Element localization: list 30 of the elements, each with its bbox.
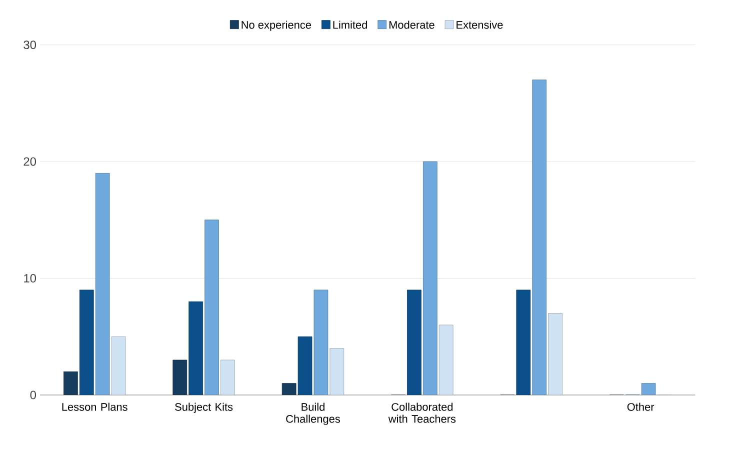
bar [188, 301, 203, 395]
y-tick-label: 30 [24, 40, 36, 50]
x-tick-label: Other [627, 402, 654, 411]
bar [95, 173, 110, 395]
bar [204, 220, 219, 395]
bar [516, 290, 531, 395]
x-tick-label: Build Challenges [286, 402, 340, 425]
bar [298, 336, 312, 395]
bar [438, 324, 454, 395]
y-tick-label: 20 [24, 157, 36, 166]
bar [220, 360, 235, 395]
bar [422, 161, 438, 395]
y-tick-label: 0 [30, 390, 36, 400]
bar [172, 360, 188, 395]
bar [407, 290, 422, 395]
legend-label: No experience [242, 20, 312, 31]
legend-label: Limited [333, 20, 367, 29]
bar [314, 290, 328, 395]
y-tick-label: 10 [24, 274, 36, 282]
legend-label: Moderate [389, 20, 434, 29]
bar [532, 80, 547, 395]
x-tick-label: Lesson Plans [62, 402, 128, 411]
bar [79, 290, 94, 395]
bar [111, 336, 126, 395]
legend-label: Extensive [456, 20, 503, 29]
x-tick-label: Subject Kits [175, 402, 233, 413]
bar [64, 371, 78, 395]
bar [548, 313, 562, 395]
bar [330, 348, 344, 395]
x-tick-label: Collaborated with Teachers [388, 402, 456, 423]
